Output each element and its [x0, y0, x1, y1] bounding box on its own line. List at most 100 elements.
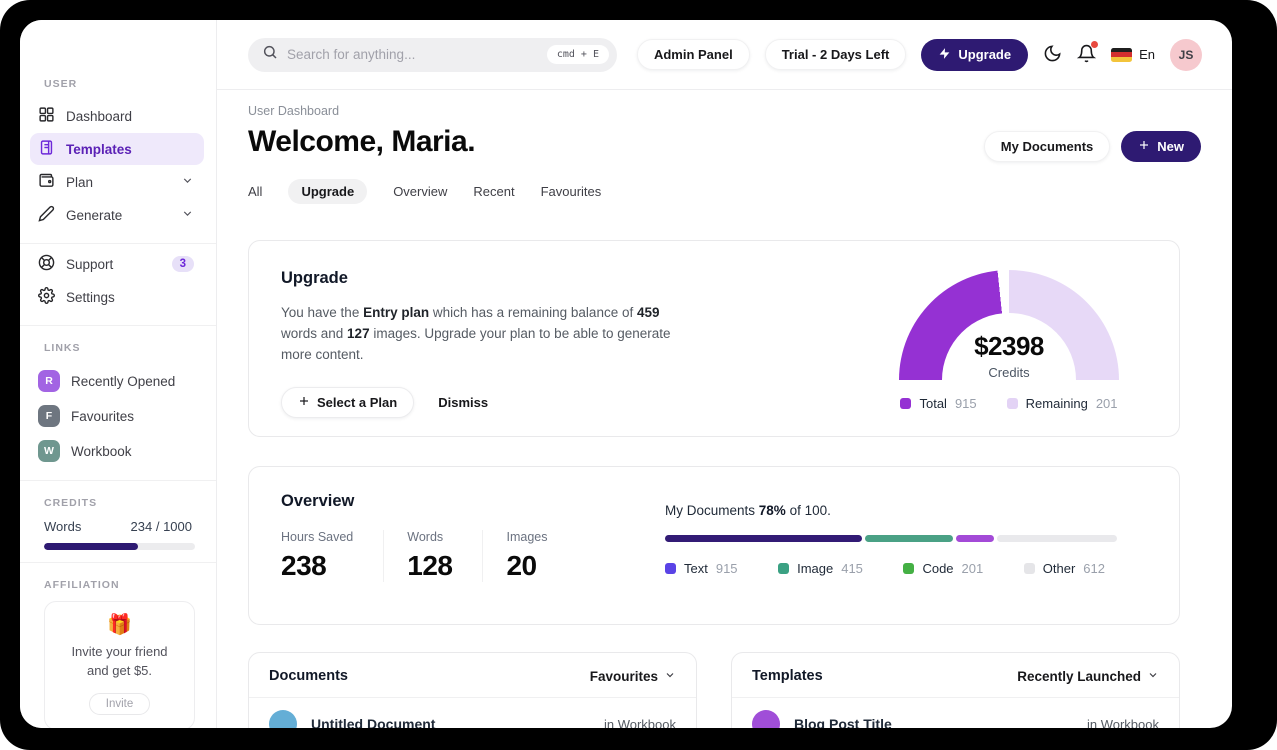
support-count-badge: 3: [171, 256, 194, 272]
chevron-down-icon: [1147, 669, 1159, 684]
credits-label: Credits: [988, 365, 1030, 380]
sidebar-item-label: Dashboard: [66, 108, 133, 124]
sidebar-item-generate[interactable]: Generate: [30, 199, 204, 231]
search-shortcut-hint: cmd + E: [546, 45, 609, 64]
documents-card: Documents Favourites Untitled Document i…: [248, 652, 697, 728]
upgrade-button[interactable]: Upgrade: [921, 38, 1029, 71]
credits-gauge: $2398 Credits Total 915 Remaining 201: [885, 270, 1133, 411]
select-plan-label: Select a Plan: [317, 394, 398, 410]
upgrade-card-title: Upgrade: [281, 269, 348, 287]
templates-filter-dropdown[interactable]: Recently Launched: [1017, 669, 1159, 684]
gift-icon: 🎁: [107, 614, 132, 636]
wallet-icon: [38, 172, 55, 192]
notification-dot: [1091, 40, 1099, 48]
app-window: USER Dashboard Templates Plan Generate S…: [20, 20, 1232, 728]
template-row[interactable]: Blog Post Title in Workbook: [732, 698, 1179, 728]
plus-icon: [1138, 139, 1150, 154]
new-button-label: New: [1157, 139, 1184, 154]
documents-card-title: Documents: [269, 668, 348, 684]
sidebar-divider: [20, 480, 216, 481]
legend-code: Code 201: [903, 561, 983, 576]
search-input[interactable]: [287, 47, 547, 62]
page-title: Welcome, Maria.: [248, 125, 476, 158]
dismiss-button[interactable]: Dismiss: [432, 388, 494, 417]
sidebar-link-label: Favourites: [71, 408, 135, 424]
affiliation-text-line2: and get $5.: [86, 662, 153, 678]
dark-mode-toggle[interactable]: [1043, 44, 1062, 66]
sidebar-link-favourites[interactable]: F Favourites: [30, 399, 204, 433]
legend-swatch: [1023, 563, 1035, 574]
sidebar-divider: [20, 325, 216, 326]
select-plan-button[interactable]: Select a Plan: [281, 386, 415, 418]
my-documents-button[interactable]: My Documents: [983, 131, 1111, 162]
sidebar-item-support[interactable]: Support 3: [30, 248, 204, 280]
sidebar-item-dashboard[interactable]: Dashboard: [30, 100, 204, 132]
stat-words: Words 128: [407, 530, 484, 582]
legend-image: Image 415: [778, 561, 863, 576]
link-initial-badge: W: [38, 440, 60, 462]
document-icon: [38, 139, 55, 159]
sidebar-section-user: USER: [44, 78, 78, 90]
sidebar-item-label: Templates: [66, 141, 132, 157]
new-button[interactable]: New: [1121, 131, 1201, 162]
search-bar[interactable]: cmd + E: [248, 37, 617, 72]
sidebar: USER Dashboard Templates Plan Generate S…: [20, 20, 217, 728]
invite-button[interactable]: Invite: [88, 692, 151, 715]
language-code: En: [1139, 47, 1155, 62]
upgrade-card-body: You have the Entry plan which has a rema…: [281, 305, 671, 363]
affiliation-card: 🎁 Invite your friend and get $5. Invite: [44, 601, 195, 728]
credits-progress-fill: [44, 543, 138, 550]
trial-status-badge[interactable]: Trial - 2 Days Left: [764, 39, 907, 70]
tab-all[interactable]: All: [248, 184, 263, 199]
chevron-down-icon: [664, 669, 676, 684]
documents-filter-dropdown[interactable]: Favourites: [590, 669, 676, 684]
sidebar-link-recently-opened[interactable]: R Recently Opened: [30, 364, 204, 398]
template-avatar: [752, 710, 780, 728]
templates-card-title: Templates: [752, 668, 823, 684]
bar-segment-image: [864, 535, 953, 542]
stat-hours-saved: Hours Saved 238: [281, 530, 385, 582]
sidebar-link-label: Workbook: [71, 443, 132, 459]
sidebar-link-label: Recently Opened: [71, 373, 176, 389]
upgrade-card: Upgrade You have the Entry plan which ha…: [248, 240, 1180, 437]
documents-stacked-bar: [665, 535, 1117, 542]
user-avatar[interactable]: JS: [1170, 38, 1202, 71]
lifebuoy-icon: [38, 254, 55, 274]
affiliation-text-line1: Invite your friend: [71, 644, 168, 659]
document-name: Untitled Document: [311, 716, 436, 728]
sidebar-item-templates[interactable]: Templates: [30, 133, 204, 165]
admin-panel-button[interactable]: Admin Panel: [636, 39, 750, 70]
bar-segment-code: [955, 535, 995, 542]
bell-icon: [1076, 44, 1097, 66]
tab-favourites[interactable]: Favourites: [540, 184, 602, 199]
overview-card: Overview Hours Saved 238 Words 128 Image…: [248, 466, 1180, 625]
my-documents-progress-label: My Documents 78% of 100.: [665, 503, 831, 518]
moon-icon: [1043, 44, 1062, 66]
sidebar-item-label: Plan: [66, 174, 94, 190]
document-row[interactable]: Untitled Document in Workbook: [249, 698, 696, 728]
sidebar-item-settings[interactable]: Settings: [30, 281, 204, 313]
sidebar-link-workbook[interactable]: W Workbook: [30, 434, 204, 468]
sidebar-section-affiliation: AFFILIATION: [44, 579, 120, 591]
link-initial-badge: F: [38, 405, 60, 427]
legend-swatch: [665, 563, 676, 574]
topbar: cmd + E Admin Panel Trial - 2 Days Left …: [217, 20, 1232, 90]
legend-remaining: Remaining 201: [1006, 396, 1118, 411]
tab-upgrade[interactable]: Upgrade: [288, 179, 368, 204]
legend-other: Other 612: [1023, 561, 1105, 576]
breadcrumb: User Dashboard: [248, 104, 340, 118]
credits-value: $2398: [974, 331, 1044, 361]
legend-swatch: [1006, 398, 1018, 409]
document-location: in Workbook: [603, 716, 676, 729]
notifications-button[interactable]: [1076, 40, 1099, 66]
bolt-icon: [938, 47, 951, 63]
search-icon: [262, 44, 278, 65]
my-documents-progress: My Documents 78% of 100. Text 915: [665, 503, 1117, 576]
sidebar-item-plan[interactable]: Plan: [30, 166, 204, 198]
tab-overview[interactable]: Overview: [393, 184, 448, 199]
template-location: in Workbook: [1086, 716, 1159, 729]
germany-flag-icon: [1111, 47, 1133, 62]
tab-recent[interactable]: Recent: [473, 184, 515, 199]
plus-icon: [298, 395, 310, 410]
language-selector[interactable]: [1111, 47, 1133, 62]
